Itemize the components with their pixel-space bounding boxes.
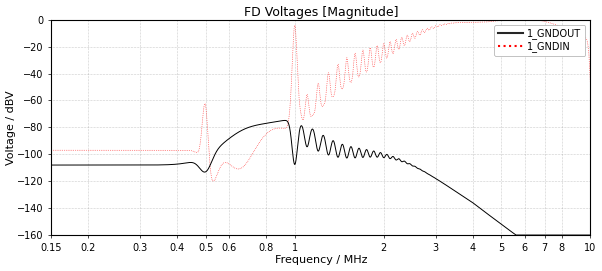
Line: 1_GNDIN: 1_GNDIN: [51, 120, 591, 235]
1_GNDOUT: [243, 162, 250, 165]
1_GNDIN: [447, 187, 455, 190]
Title: FD Voltages [Magnitude]: FD Voltages [Magnitude]: [244, 6, 398, 18]
1_GNDIN: [587, 233, 594, 237]
1_GNDOUT: [447, 22, 455, 25]
1_GNDOUT: [48, 149, 55, 152]
1_GNDOUT: [505, 18, 512, 21]
1_GNDIN: [476, 207, 483, 210]
1_GNDIN: [243, 127, 250, 130]
1_GNDIN: [512, 233, 520, 237]
1_GNDIN: [390, 156, 397, 159]
1_GNDOUT: [390, 50, 397, 53]
1_GNDIN: [367, 156, 374, 159]
1_GNDOUT: [367, 46, 374, 49]
1_GNDOUT: [476, 21, 483, 24]
Y-axis label: Voltage / dBV: Voltage / dBV: [5, 90, 16, 165]
X-axis label: Frequency / MHz: Frequency / MHz: [275, 256, 367, 265]
1_GNDOUT: [587, 81, 594, 84]
Line: 1_GNDOUT: 1_GNDOUT: [51, 20, 591, 181]
1_GNDIN: [75, 163, 82, 167]
1_GNDOUT: [209, 180, 217, 183]
1_GNDOUT: [75, 149, 82, 152]
1_GNDIN: [281, 119, 288, 122]
1_GNDIN: [48, 163, 55, 167]
Legend: 1_GNDOUT, 1_GNDIN: 1_GNDOUT, 1_GNDIN: [494, 25, 586, 56]
